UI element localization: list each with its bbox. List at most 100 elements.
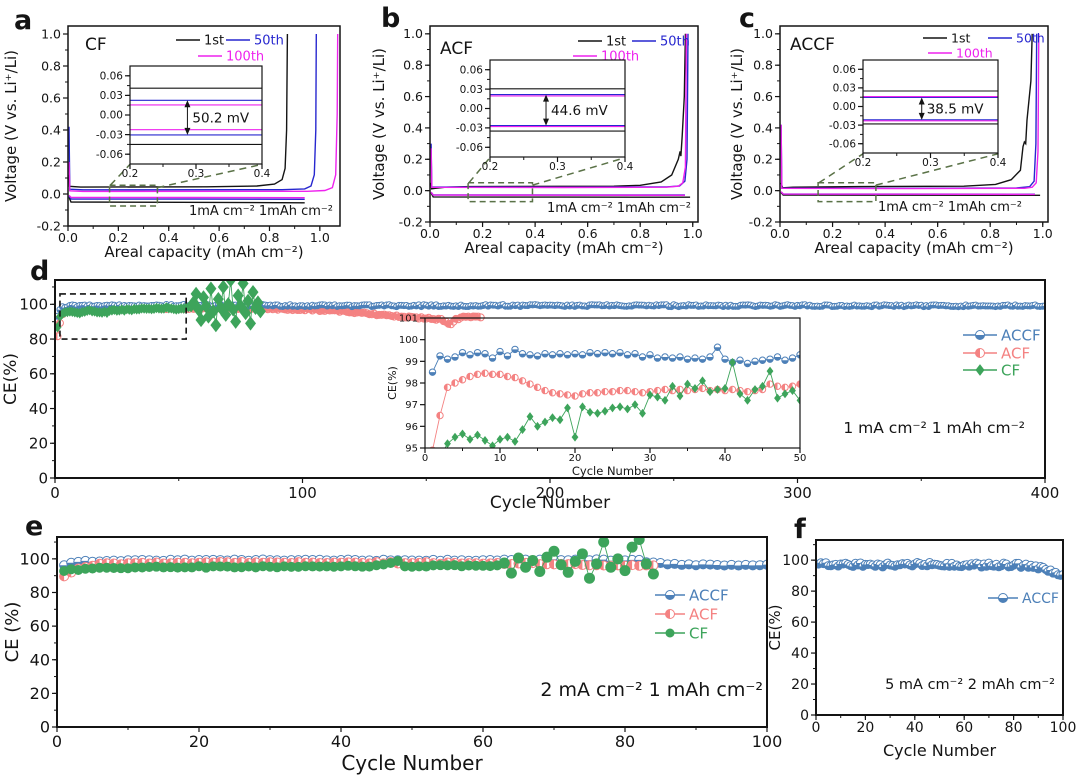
- svg-text:20: 20: [29, 435, 48, 453]
- panel-b-letter: b: [381, 3, 401, 34]
- svg-text:40: 40: [791, 646, 809, 662]
- svg-text:1.0: 1.0: [403, 26, 423, 41]
- svg-text:0.4: 0.4: [254, 168, 271, 180]
- svg-text:Cycle Number: Cycle Number: [572, 464, 654, 478]
- svg-text:CE(%): CE(%): [386, 366, 399, 400]
- svg-text:97: 97: [405, 400, 418, 411]
- svg-text:0.0: 0.0: [753, 183, 773, 198]
- svg-text:5 mA cm⁻² 2 mAh cm⁻²: 5 mA cm⁻² 2 mAh cm⁻²: [885, 677, 1055, 693]
- svg-text:-0.03: -0.03: [456, 123, 483, 135]
- svg-text:0.4: 0.4: [159, 230, 179, 245]
- svg-text:200: 200: [536, 484, 565, 502]
- svg-text:0.4: 0.4: [617, 161, 634, 173]
- svg-text:100: 100: [782, 553, 809, 569]
- svg-text:CF: CF: [1001, 361, 1020, 379]
- svg-text:0.03: 0.03: [833, 83, 856, 95]
- svg-text:ACCF: ACCF: [1022, 591, 1059, 607]
- svg-text:60: 60: [955, 720, 973, 736]
- svg-text:-0.2: -0.2: [399, 214, 423, 229]
- svg-text:0.4: 0.4: [525, 226, 545, 241]
- svg-text:0.2: 0.2: [403, 152, 423, 167]
- svg-text:0.2: 0.2: [855, 157, 872, 169]
- svg-text:Areal capacity (mAh cm⁻²): Areal capacity (mAh cm⁻²): [104, 243, 303, 261]
- svg-text:98: 98: [405, 379, 418, 390]
- svg-text:ACCF: ACCF: [1001, 326, 1041, 344]
- svg-text:0.6: 0.6: [209, 230, 229, 245]
- svg-text:0: 0: [800, 708, 809, 724]
- svg-text:100: 100: [19, 549, 50, 568]
- svg-text:0.03: 0.03: [460, 84, 483, 96]
- svg-text:Voltage (V vs. Li⁺/Li): Voltage (V vs. Li⁺/Li): [728, 48, 746, 200]
- svg-text:0.3: 0.3: [549, 161, 566, 173]
- svg-text:1mA cm⁻² 1mAh cm⁻²: 1mA cm⁻² 1mAh cm⁻²: [547, 201, 691, 216]
- svg-text:0: 0: [40, 718, 50, 737]
- svg-text:40: 40: [719, 453, 732, 464]
- svg-text:1.0: 1.0: [41, 26, 61, 41]
- svg-text:80: 80: [29, 330, 48, 348]
- svg-text:0.0: 0.0: [403, 183, 423, 198]
- svg-text:100th: 100th: [601, 50, 639, 65]
- svg-text:Cycle Number: Cycle Number: [883, 741, 997, 760]
- svg-text:ACF: ACF: [1001, 344, 1030, 362]
- svg-text:CE(%): CE(%): [766, 605, 784, 651]
- svg-text:60: 60: [791, 615, 809, 631]
- svg-text:0.8: 0.8: [403, 58, 423, 73]
- svg-text:Cycle Number: Cycle Number: [341, 751, 483, 775]
- panel-f-letter: f: [794, 514, 806, 545]
- svg-text:60: 60: [473, 732, 493, 751]
- svg-text:0.4: 0.4: [41, 122, 61, 137]
- svg-text:40: 40: [906, 720, 924, 736]
- svg-text:1.0: 1.0: [1033, 226, 1053, 241]
- svg-text:CE (%): CE (%): [2, 602, 23, 663]
- svg-text:100: 100: [1050, 720, 1077, 736]
- svg-text:Cycle Number: Cycle Number: [490, 493, 610, 513]
- svg-text:1mA cm⁻² 1mAh cm⁻²: 1mA cm⁻² 1mAh cm⁻²: [189, 204, 333, 219]
- svg-text:60: 60: [30, 617, 50, 636]
- svg-text:100th: 100th: [226, 50, 264, 65]
- svg-text:100: 100: [288, 484, 317, 502]
- svg-text:0.6: 0.6: [41, 90, 61, 105]
- svg-text:0.0: 0.0: [420, 226, 440, 241]
- svg-text:0: 0: [812, 720, 821, 736]
- panel-a-chart: 0.0 0.2 0.4 0.6 0.8 1.0-0.20.00.20.40.60.81.0…: [2, 25, 341, 261]
- svg-text:0.0: 0.0: [41, 186, 61, 201]
- svg-text:99: 99: [405, 357, 418, 368]
- svg-text:-0.06: -0.06: [829, 138, 856, 150]
- svg-text:400: 400: [1031, 484, 1060, 502]
- svg-text:0.4: 0.4: [990, 157, 1007, 169]
- svg-text:0.6: 0.6: [753, 89, 773, 104]
- svg-text:0.2: 0.2: [122, 168, 139, 180]
- svg-text:30: 30: [644, 453, 657, 464]
- svg-text:80: 80: [30, 583, 50, 602]
- svg-text:Voltage (V vs. Li⁺/Li): Voltage (V vs. Li⁺/Li): [370, 48, 388, 200]
- svg-text:0.4: 0.4: [403, 120, 423, 135]
- svg-text:40: 40: [30, 650, 50, 669]
- svg-text:0.4: 0.4: [753, 120, 773, 135]
- svg-text:ACCF: ACCF: [689, 586, 729, 604]
- svg-text:1 mA cm⁻² 1 mAh cm⁻²: 1 mA cm⁻² 1 mAh cm⁻²: [843, 419, 1025, 437]
- svg-text:20: 20: [569, 453, 582, 464]
- svg-text:50th: 50th: [660, 35, 690, 50]
- svg-text:95: 95: [405, 444, 418, 455]
- svg-text:CE(%): CE(%): [1, 353, 21, 405]
- svg-text:-0.06: -0.06: [456, 142, 483, 154]
- svg-text:100: 100: [399, 335, 418, 346]
- svg-text:0: 0: [50, 484, 60, 502]
- svg-text:Voltage (V vs. Li⁺/Li): Voltage (V vs. Li⁺/Li): [2, 50, 20, 202]
- svg-text:20: 20: [856, 720, 874, 736]
- svg-text:300: 300: [783, 484, 812, 502]
- svg-text:ACCF: ACCF: [790, 35, 835, 55]
- svg-text:1.0: 1.0: [753, 26, 773, 41]
- svg-text:0.2: 0.2: [41, 154, 61, 169]
- svg-text:0.2: 0.2: [753, 152, 773, 167]
- svg-text:80: 80: [791, 584, 809, 600]
- svg-text:-0.2: -0.2: [37, 218, 61, 233]
- svg-text:0.6: 0.6: [928, 226, 948, 241]
- svg-text:0.8: 0.8: [753, 58, 773, 73]
- svg-text:0.8: 0.8: [260, 230, 280, 245]
- panel-d-letter: d: [30, 256, 50, 287]
- svg-text:0.3: 0.3: [188, 168, 205, 180]
- svg-text:Areal capacity (mAh cm⁻²): Areal capacity (mAh cm⁻²): [814, 239, 1013, 257]
